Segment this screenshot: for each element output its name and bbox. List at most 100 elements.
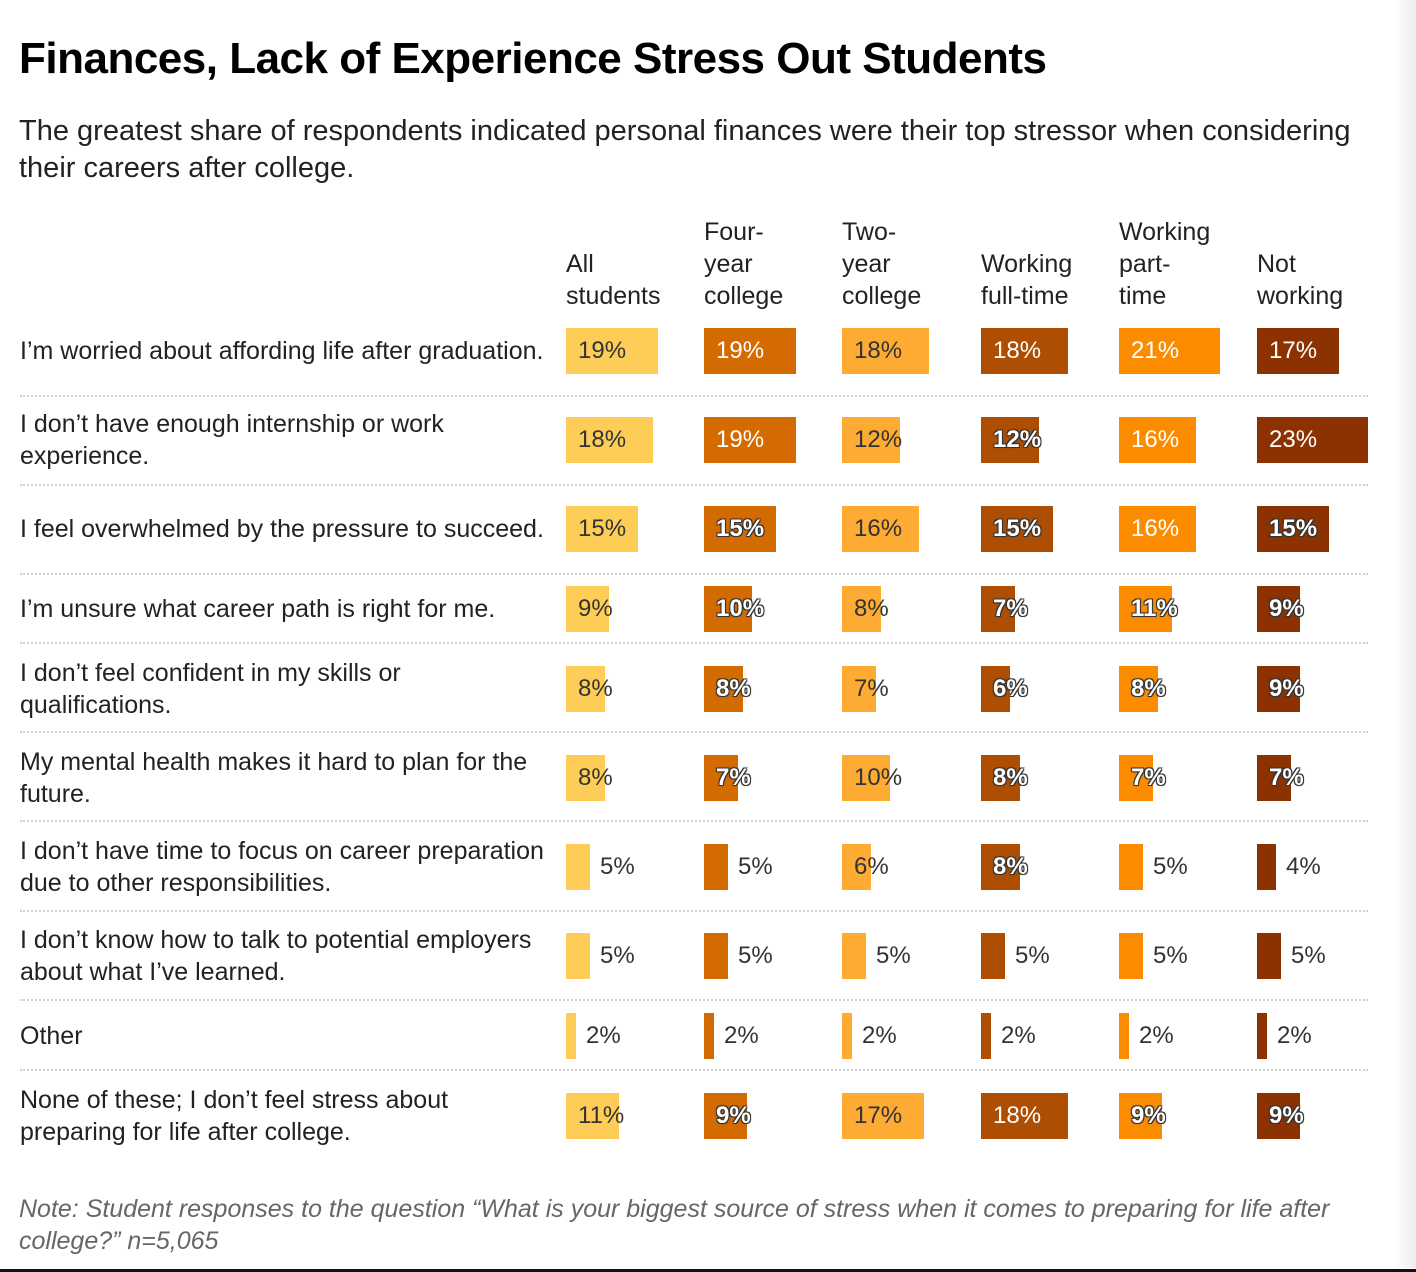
bar [1119, 1013, 1129, 1059]
value-label: 18% [993, 1102, 1042, 1129]
value-label: 8% [578, 764, 613, 791]
bar [1119, 844, 1143, 890]
chart-note: Note: Student responses to the question … [19, 1195, 1330, 1255]
column-header: All students [566, 250, 661, 310]
bar [842, 666, 876, 712]
value-label: 18% [578, 426, 627, 453]
bar [1257, 1013, 1267, 1059]
value-label: 16% [854, 515, 903, 542]
row-label: My mental health makes it hard to plan f… [20, 748, 528, 808]
value-label: 5% [1015, 942, 1050, 969]
value-label: 12% [993, 426, 1042, 453]
row-divider [20, 395, 1368, 397]
row-label: I don’t feel confident in my skills or q… [20, 659, 401, 719]
row-label: I’m unsure what career path is right for… [20, 595, 496, 623]
value-label: 15% [993, 515, 1042, 542]
value-label: 9% [1131, 1102, 1166, 1129]
bar [566, 755, 605, 801]
row-divider [20, 484, 1368, 486]
value-label: 11% [578, 1102, 625, 1129]
bar [566, 844, 590, 890]
value-label: 8% [578, 675, 613, 702]
bar [704, 586, 752, 632]
bar [566, 933, 590, 979]
value-label: 2% [1277, 1022, 1312, 1049]
value-label: 5% [738, 942, 773, 969]
row-label: I’m worried about affording life after g… [20, 337, 544, 365]
bar [1257, 586, 1300, 632]
value-label: 5% [738, 853, 773, 880]
bar [842, 844, 871, 890]
chart-subtitle: The greatest share of respondents indica… [19, 115, 1351, 184]
bar [704, 666, 743, 712]
row-label: None of these; I don’t feel stress about… [20, 1086, 449, 1146]
column-header: Two- year college [842, 218, 922, 310]
bar [704, 755, 738, 801]
value-label: 9% [716, 1102, 751, 1129]
bar [842, 933, 866, 979]
bar [1257, 1093, 1300, 1139]
value-label: 8% [854, 595, 889, 622]
value-label: 21% [1131, 337, 1180, 364]
bar [566, 1093, 619, 1139]
row-divider [20, 820, 1368, 822]
bar [981, 666, 1010, 712]
value-label: 6% [993, 675, 1028, 702]
value-label: 17% [854, 1102, 903, 1129]
value-label: 12% [854, 426, 903, 453]
bar [981, 844, 1020, 890]
bar [842, 1093, 924, 1139]
bar [704, 844, 728, 890]
bar [981, 1093, 1068, 1139]
bar [1257, 933, 1281, 979]
value-label: 16% [1131, 426, 1180, 453]
bar [1257, 506, 1329, 552]
row-label: I don’t have enough internship or work e… [20, 410, 444, 470]
value-label: 5% [876, 942, 911, 969]
value-label: 8% [716, 675, 751, 702]
bar [842, 1013, 852, 1059]
value-label: 16% [1131, 515, 1180, 542]
value-label: 7% [854, 675, 889, 702]
bar [1257, 755, 1291, 801]
row-divider [20, 1069, 1368, 1071]
value-label: 9% [578, 595, 613, 622]
column-header: Working full-time [981, 250, 1073, 310]
value-label: 8% [993, 853, 1028, 880]
value-label: 19% [716, 426, 765, 453]
bar [1257, 844, 1276, 890]
value-label: 19% [716, 337, 765, 364]
bar [1119, 506, 1196, 552]
bar [566, 328, 658, 374]
value-label: 15% [716, 515, 765, 542]
value-label: 5% [600, 942, 635, 969]
value-label: 18% [854, 337, 903, 364]
value-label: 2% [1139, 1022, 1174, 1049]
row-label: I don’t have time to focus on career pre… [20, 837, 544, 897]
bar [842, 506, 919, 552]
chart-title: Finances, Lack of Experience Stress Out … [19, 34, 1047, 83]
bar [1257, 666, 1300, 712]
bar [1119, 666, 1158, 712]
row-label: I feel overwhelmed by the pressure to su… [20, 515, 544, 543]
value-label: 7% [1269, 764, 1304, 791]
bar [1119, 933, 1143, 979]
row-divider [20, 731, 1368, 733]
value-label: 2% [862, 1022, 897, 1049]
bar [1119, 328, 1220, 374]
bottom-rule [0, 1269, 1416, 1272]
row-divider [20, 999, 1368, 1001]
bar [1119, 586, 1172, 632]
bar [704, 506, 776, 552]
bar [566, 417, 653, 463]
value-label: 5% [1153, 853, 1188, 880]
bar [1257, 328, 1339, 374]
bar [1257, 417, 1368, 463]
bar [1119, 1093, 1162, 1139]
value-label: 7% [1131, 764, 1166, 791]
value-label: 10% [854, 764, 903, 791]
bar [566, 666, 605, 712]
row-label: Other [20, 1022, 83, 1050]
bar [566, 506, 638, 552]
column-header: Not working [1257, 250, 1344, 310]
